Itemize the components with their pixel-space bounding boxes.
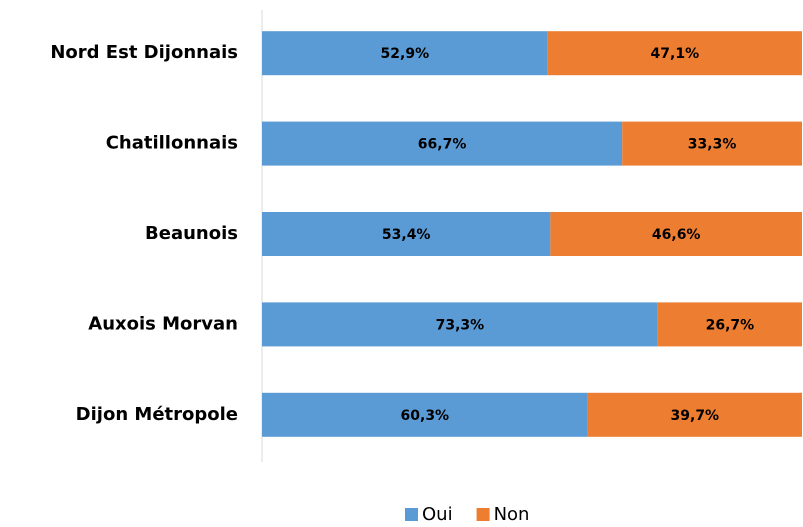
value-label: 33,3% xyxy=(688,137,737,153)
value-label: 39,7% xyxy=(671,408,720,424)
bar-segment xyxy=(657,302,802,347)
bar-segment xyxy=(262,392,588,437)
bar-segment xyxy=(262,212,551,256)
bar-segment xyxy=(262,302,658,347)
legend-swatch xyxy=(476,508,490,521)
value-label: 66,7% xyxy=(418,137,467,153)
legend-label: Non xyxy=(494,504,530,525)
value-label: 60,3% xyxy=(401,408,450,424)
value-label: 53,4% xyxy=(382,227,431,243)
bar-segment xyxy=(550,212,802,256)
value-label: 52,9% xyxy=(381,46,430,62)
value-label: 73,3% xyxy=(436,317,485,333)
bar-segment xyxy=(622,121,802,166)
value-label: 47,1% xyxy=(651,46,700,62)
legend-swatch xyxy=(405,508,418,521)
category-label: Beaunois xyxy=(145,223,238,244)
category-label: Auxois Morvan xyxy=(88,313,238,334)
bar-segment xyxy=(547,31,802,76)
value-label: 46,6% xyxy=(652,227,701,243)
category-label: Nord Est Dijonnais xyxy=(50,42,238,63)
value-label: 26,7% xyxy=(706,317,755,333)
category-label: Dijon Métropole xyxy=(76,404,238,425)
bar-segment xyxy=(262,121,623,166)
bar-segment xyxy=(262,31,548,76)
category-label: Chatillonnais xyxy=(106,133,238,154)
bar-segment xyxy=(587,392,802,437)
legend-label: Oui xyxy=(422,504,453,525)
